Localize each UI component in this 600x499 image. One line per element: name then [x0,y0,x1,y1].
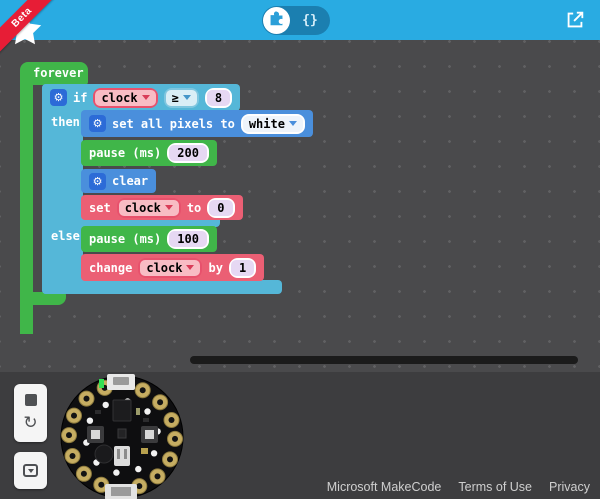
set-variable-block[interactable]: set clock to 0 [81,195,243,220]
pause-value: 100 [169,231,207,247]
sim-fullscreen-card [14,452,47,489]
color-dropdown-chip[interactable]: white [240,113,305,134]
then-label: then [51,115,80,129]
gear-icon[interactable]: ⚙ [89,115,106,132]
clear-label: clear [112,174,149,188]
set-label: set [89,200,111,215]
color-value: white [248,116,285,131]
dropdown-arrow-icon [141,95,150,100]
beta-corner: Beta [0,0,72,72]
footer-link-makecode[interactable]: Microsoft MakeCode [326,480,442,494]
operator-value: ≥ [171,90,179,105]
if-label: if [73,90,88,105]
if-block[interactable]: ⚙ if clock ≥ 8 [42,84,241,111]
clock-variable-chip[interactable]: clock [138,257,203,278]
set-value: 0 [209,199,233,216]
else-label: else [51,229,80,243]
by-label: by [208,260,223,275]
change-variable-block[interactable]: change clock by 1 [81,254,265,281]
restart-icon[interactable]: ↻ [23,413,38,434]
change-label: change [89,260,133,275]
clock-variable-chip[interactable]: clock [116,197,181,218]
horizontal-scrollbar[interactable] [190,356,578,364]
if-else-separator[interactable] [42,216,220,227]
pause-number-chip[interactable]: 200 [167,143,209,163]
forever-block[interactable]: forever [20,62,88,85]
header-bar: {} [0,0,600,45]
pause-block[interactable]: pause (ms) 100 [81,226,217,252]
dropdown-arrow-icon [186,265,195,270]
set-pixels-label: set all pixels to [112,116,235,131]
set-number-chip[interactable]: 0 [207,197,235,218]
pause-label: pause (ms) [89,232,162,246]
if-bottom[interactable] [42,280,282,294]
gear-icon[interactable]: ⚙ [89,172,106,190]
circuit-playground-board[interactable] [57,374,187,499]
beta-ribbon[interactable]: Beta [0,0,65,61]
clear-block[interactable]: ⚙ clear [81,169,157,193]
change-number-chip[interactable]: 1 [228,257,257,278]
footer-link-terms[interactable]: Terms of Use [458,480,533,494]
simulator-panel: ↻ [0,372,600,499]
sim-control-card: ↻ [14,384,47,442]
external-link-icon[interactable] [564,9,586,31]
pause-label: pause (ms) [89,146,162,160]
pause-block[interactable]: pause (ms) 200 [81,140,217,166]
if-spine[interactable] [42,84,83,294]
footer-link-privacy[interactable]: Privacy [549,480,590,494]
forever-spine[interactable] [20,82,33,334]
blocks-toggle-button[interactable] [263,7,290,34]
variable-name: clock [124,200,161,215]
pause-value: 200 [169,145,207,161]
adafruit-logo-icon[interactable] [8,13,42,50]
pause-number-chip[interactable]: 100 [167,229,209,249]
stop-icon[interactable] [24,393,37,406]
clock-variable-chip[interactable]: clock [93,87,158,108]
javascript-toggle-button[interactable]: {} [302,13,318,28]
compare-number-chip[interactable]: 8 [204,87,233,108]
editor-mode-toggle: {} [262,6,330,35]
fullscreen-icon[interactable] [23,464,38,477]
operator-chip[interactable]: ≥ [163,87,199,108]
gear-icon[interactable]: ⚙ [50,89,67,106]
dropdown-arrow-icon [288,121,297,126]
forever-label: forever [33,66,84,80]
puzzle-icon [268,10,285,32]
to-label: to [186,200,202,215]
variable-name: clock [146,260,183,275]
compare-number-value: 8 [206,89,231,106]
change-value: 1 [230,259,255,276]
blocks-workspace: forever then else ⚙ if clock ≥ [0,40,600,372]
dropdown-arrow-icon [164,205,173,210]
footer-links: Microsoft MakeCode Terms of Use Privacy [327,480,590,494]
forever-bottom[interactable] [20,292,66,305]
dropdown-arrow-icon [182,95,191,100]
variable-name: clock [101,90,138,105]
set-all-pixels-block[interactable]: ⚙ set all pixels to white [81,110,313,137]
